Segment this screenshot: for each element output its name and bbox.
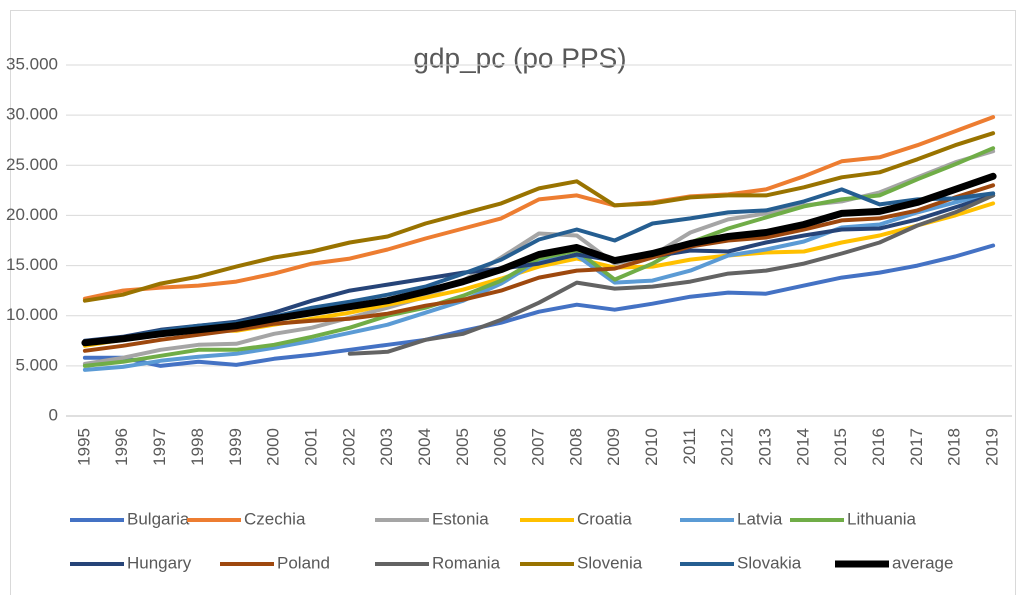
y-tick-label: 10.000 xyxy=(6,305,58,324)
legend-label: Estonia xyxy=(432,509,489,528)
y-tick-label: 25.000 xyxy=(6,155,58,174)
x-tick-label: 2005 xyxy=(453,428,472,466)
legend-label: Latvia xyxy=(737,509,783,528)
x-tick-label: 2019 xyxy=(983,428,1002,466)
x-tick-label: 1998 xyxy=(188,428,207,466)
x-tick-label: 2006 xyxy=(491,428,510,466)
x-tick-label: 2014 xyxy=(793,428,812,466)
y-tick-label: 5.000 xyxy=(15,355,58,374)
x-tick-label: 2018 xyxy=(945,428,964,466)
chart-frame xyxy=(10,10,1016,600)
legend-label: Slovenia xyxy=(577,553,643,572)
x-tick-label: 1999 xyxy=(226,428,245,466)
x-tick-label: 2003 xyxy=(377,428,396,466)
legend-label: average xyxy=(892,553,953,572)
legend-label: Croatia xyxy=(577,509,632,528)
series-line xyxy=(82,183,996,353)
legend-label: Czechia xyxy=(244,509,306,528)
series-line xyxy=(82,243,996,368)
x-tick-label: 2016 xyxy=(869,428,888,466)
legend-label: Slovakia xyxy=(737,553,802,572)
x-tick-label: 2010 xyxy=(642,428,661,466)
series-line xyxy=(82,131,996,303)
x-tick-label: 2013 xyxy=(756,428,775,466)
x-tick-label: 2012 xyxy=(718,428,737,466)
x-tick-label: 2001 xyxy=(301,428,320,466)
x-tick-label: 2004 xyxy=(415,428,434,466)
x-tick-label: 1997 xyxy=(150,428,169,466)
x-tick-label: 2009 xyxy=(604,428,623,466)
x-tick-label: 2015 xyxy=(831,428,850,466)
legend-label: Poland xyxy=(277,553,330,572)
series-line xyxy=(81,172,997,347)
series-line xyxy=(82,115,996,301)
legend-label: Romania xyxy=(432,553,501,572)
chart-title: gdp_pc (po PPS) xyxy=(413,42,626,73)
x-tick-label: 2008 xyxy=(566,428,585,466)
legend-label: Hungary xyxy=(127,553,192,572)
x-tick-label: 2017 xyxy=(907,428,926,466)
x-tick-label: 2002 xyxy=(339,428,358,466)
legend-label: Bulgaria xyxy=(127,509,190,528)
y-tick-label: 35.000 xyxy=(6,54,58,73)
x-tick-label: 2007 xyxy=(528,428,547,466)
x-tick-label: 2000 xyxy=(264,428,283,466)
y-tick-label: 15.000 xyxy=(6,255,58,274)
y-tick-label: 30.000 xyxy=(6,105,58,124)
series-line xyxy=(82,146,996,368)
y-tick-label: 0 xyxy=(49,405,58,424)
x-tick-label: 1995 xyxy=(74,428,93,466)
x-tick-label: 1996 xyxy=(112,428,131,466)
y-tick-label: 20.000 xyxy=(6,205,58,224)
legend-label: Lithuania xyxy=(847,509,917,528)
x-tick-label: 2011 xyxy=(680,428,699,465)
series-line xyxy=(347,193,996,356)
